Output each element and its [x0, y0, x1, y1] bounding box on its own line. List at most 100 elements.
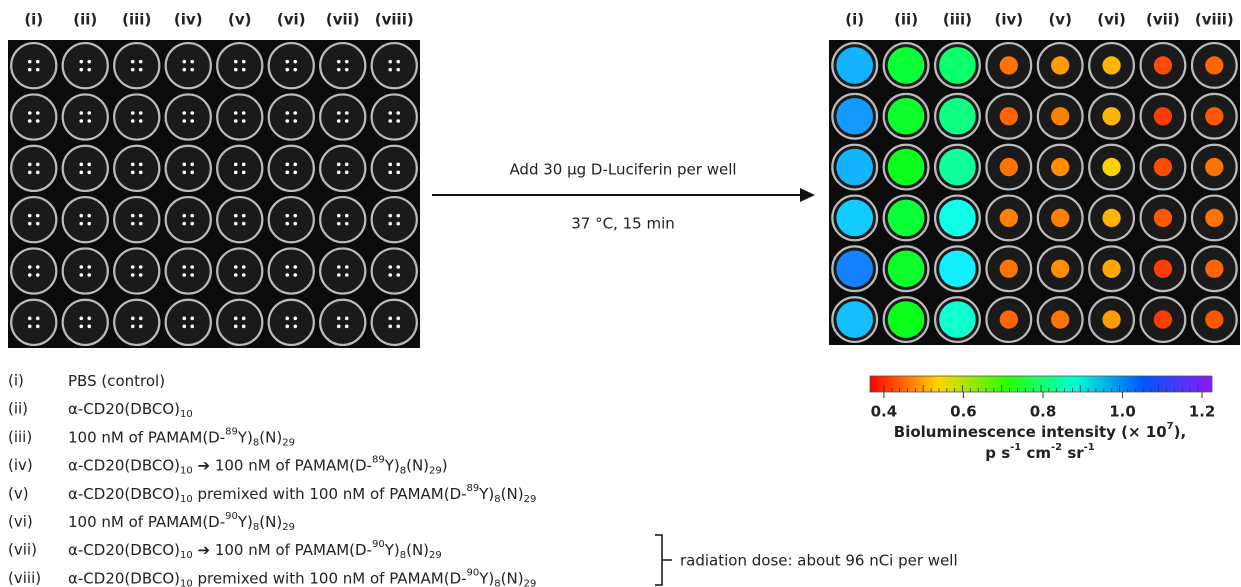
well-dot — [234, 119, 238, 123]
well-dot — [293, 163, 297, 167]
well — [217, 146, 262, 191]
tick-label: 0.6 — [950, 403, 977, 421]
well-dot — [337, 325, 341, 329]
text-part: α-CD20(DBCO) — [68, 456, 180, 474]
well-dot — [293, 111, 297, 115]
well-dot — [87, 265, 91, 269]
well-dot — [182, 163, 186, 167]
colorbar-label: Bioluminescence intensity (× 107), — [894, 421, 1186, 441]
well-dot — [242, 119, 246, 123]
well-dot — [182, 111, 186, 115]
well — [114, 248, 159, 293]
text-part: (N) — [501, 484, 524, 502]
well-dot — [234, 163, 238, 167]
well-dot — [285, 111, 289, 115]
signal — [1205, 107, 1223, 125]
well-dot — [139, 171, 143, 175]
signal — [1102, 56, 1120, 74]
text-part: (N) — [501, 569, 524, 587]
well-dot — [190, 163, 194, 167]
well-dot — [139, 68, 143, 72]
well-dot — [234, 68, 238, 72]
well-dot — [396, 119, 400, 123]
well-dot — [28, 214, 32, 218]
signal — [939, 98, 976, 135]
well-dot — [190, 265, 194, 269]
text-part: Y) — [237, 428, 253, 446]
well-dot — [234, 265, 238, 269]
signal — [1051, 260, 1069, 278]
signal — [1205, 260, 1223, 278]
well-dot — [131, 222, 135, 226]
well-dot — [139, 119, 143, 123]
well-dot — [139, 317, 143, 321]
well-dot — [293, 222, 297, 226]
signal — [1102, 310, 1120, 328]
well-dot — [182, 222, 186, 226]
signal — [939, 47, 976, 84]
well-dot — [36, 317, 40, 321]
well-dot — [293, 60, 297, 64]
well-dot — [36, 68, 40, 72]
text-part: 89 — [372, 455, 385, 466]
well-dot — [190, 60, 194, 64]
text-part: 100 nM of PAMAM(D- — [68, 513, 225, 531]
well-dot — [87, 119, 91, 123]
column-label: (viii) — [1195, 11, 1234, 29]
well — [320, 197, 365, 242]
signal — [1051, 209, 1069, 227]
well — [166, 248, 211, 293]
well-dot — [285, 214, 289, 218]
well-dot — [139, 222, 143, 226]
well-dot — [293, 119, 297, 123]
text-part: 10 — [180, 578, 193, 587]
well-dot — [234, 273, 238, 277]
well-dot — [87, 111, 91, 115]
well-dot — [234, 325, 238, 329]
legend-text: α-CD20(DBCO)10 ➔ 100 nM of PAMAM(D-89Y)8… — [68, 455, 448, 477]
well-dot — [345, 214, 349, 218]
well-dot — [87, 60, 91, 64]
well-dot — [388, 273, 392, 277]
well-dot — [182, 119, 186, 123]
signal — [1154, 158, 1172, 176]
legend-text: α-CD20(DBCO)10 — [68, 400, 193, 421]
signal — [1102, 107, 1120, 125]
well-dot — [337, 265, 341, 269]
well — [269, 146, 314, 191]
column-label: (i) — [845, 11, 864, 29]
well-dot — [388, 163, 392, 167]
signal — [888, 250, 925, 287]
well-dot — [396, 171, 400, 175]
signal — [836, 301, 873, 338]
well-dot — [388, 214, 392, 218]
well-dot — [234, 60, 238, 64]
well — [217, 248, 262, 293]
column-label: (ii) — [894, 11, 918, 29]
signal — [888, 47, 925, 84]
text-part: p s — [985, 444, 1010, 462]
well-dot — [79, 273, 83, 277]
well-dot — [79, 68, 83, 72]
well-dot — [182, 317, 186, 321]
signal — [888, 98, 925, 135]
arrow-head — [800, 188, 815, 202]
well — [320, 94, 365, 139]
well-dot — [396, 222, 400, 226]
text-part: 90 — [467, 567, 480, 578]
well-dot — [285, 68, 289, 72]
well-dot — [388, 111, 392, 115]
text-part: ➔ 100 nM of PAMAM(D- — [193, 456, 372, 474]
text-part: Y) — [237, 513, 253, 531]
well-dot — [337, 171, 341, 175]
well-dot — [337, 111, 341, 115]
well-dot — [28, 265, 32, 269]
well — [11, 248, 56, 293]
well — [166, 43, 211, 88]
well-dot — [131, 325, 135, 329]
column-label: (i) — [24, 11, 43, 29]
column-label: (iv) — [174, 11, 203, 29]
text-part: α-CD20(DBCO) — [68, 569, 180, 587]
well-dot — [234, 111, 238, 115]
well — [269, 43, 314, 88]
